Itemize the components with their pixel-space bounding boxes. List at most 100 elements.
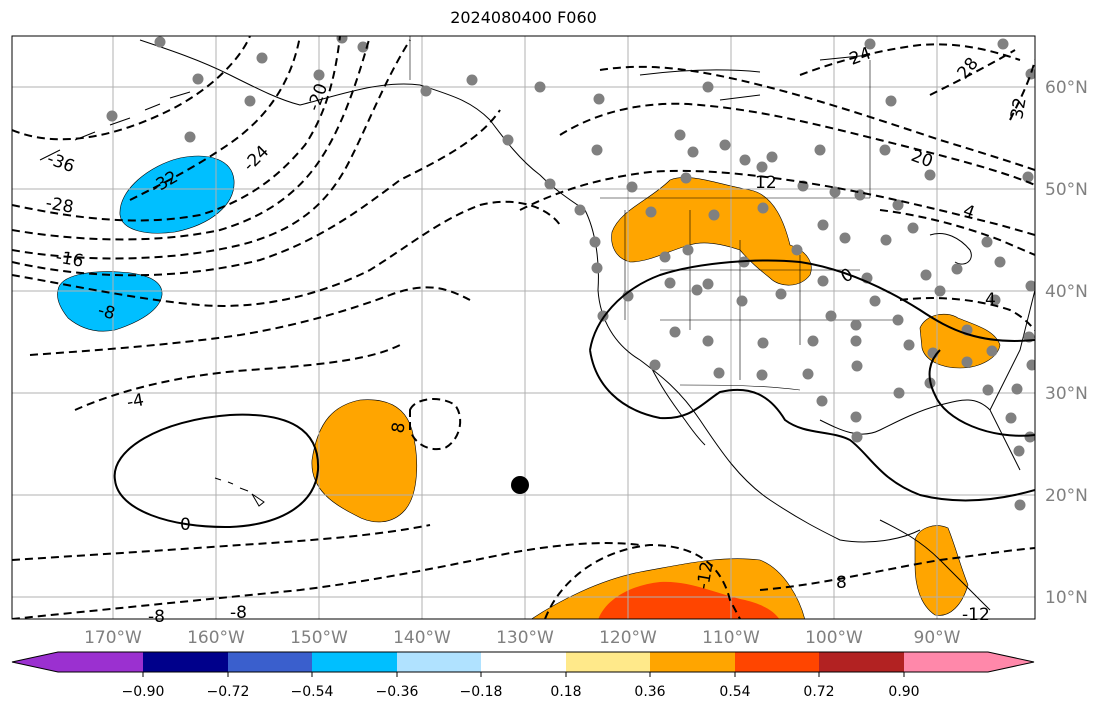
alaska-coast	[139, 39, 586, 211]
contour-twentyfour-north	[799, 43, 1021, 76]
lat-label: 50°N	[1045, 180, 1088, 200]
colorbar-outline	[11, 651, 1035, 673]
lat-label: 10°N	[1045, 588, 1088, 608]
colorbar-tick-label: −0.36	[376, 684, 419, 700]
lon-label: 90°W	[914, 628, 961, 648]
contour-minus-16	[12, 109, 501, 277]
contour-sixteen-north	[559, 102, 1035, 186]
contour-label: 4	[985, 290, 996, 310]
contour-minus-12-bottom	[544, 543, 741, 619]
contour-label: 0	[180, 515, 191, 535]
contour-label: -8	[230, 603, 247, 623]
colorbar-segment	[735, 652, 819, 672]
contour-zero-usa	[589, 259, 1035, 502]
map-area	[12, 36, 1035, 619]
contour-four-east	[899, 297, 1035, 331]
colorbar-segment	[312, 652, 397, 672]
contour-label: -8	[96, 301, 118, 325]
contour-minus-28	[12, 36, 341, 222]
contour-twenty-north	[599, 65, 1035, 171]
lon-label: 130°W	[496, 628, 554, 648]
colorbar-min-extend	[12, 652, 58, 672]
lon-label: 170°W	[84, 628, 142, 648]
contour-lines-dashed	[12, 36, 1035, 619]
colorbar-tick-label: 0.18	[550, 684, 581, 700]
lon-label: 140°W	[393, 628, 451, 648]
contour-label: -8	[148, 607, 165, 627]
colorbar-tick-label: 0.36	[634, 684, 665, 700]
map-border	[11, 35, 1036, 620]
colorbar-max-extend	[988, 652, 1034, 672]
contour-label: -4	[125, 390, 145, 413]
gridlines	[12, 36, 1035, 619]
contour-label: -12	[693, 560, 718, 591]
contour-minus-8	[29, 286, 471, 356]
aleutian-islands	[39, 91, 191, 161]
contour-eight-right	[759, 547, 1035, 591]
colorbar-segment	[819, 652, 904, 672]
political-borders	[409, 36, 900, 391]
contour-label: -12	[962, 605, 990, 625]
colorbar: −0.90 −0.72 −0.54 −0.36 −0.18 0.18 0.36 …	[11, 651, 1035, 700]
great-lakes	[929, 233, 972, 265]
contour-label: 8	[388, 421, 410, 435]
contour-minus-24	[12, 36, 371, 241]
contour-minus-32	[129, 36, 301, 201]
lat-label: 20°N	[1045, 486, 1088, 506]
contour-minus-20	[12, 39, 411, 260]
station-markers	[106, 36, 1035, 511]
contour-zero-hawaii	[113, 413, 320, 529]
hawaii-islands	[214, 477, 265, 507]
lat-label: 60°N	[1045, 78, 1088, 98]
lon-label: 150°W	[290, 628, 348, 648]
contour-label: 8	[836, 573, 847, 593]
contour-minus-36	[12, 36, 251, 141]
colorbar-tick-label: 0.90	[888, 684, 919, 700]
colorbar-segment	[566, 652, 650, 672]
contour-thirtytwo-north	[1009, 59, 1035, 121]
west-coast	[584, 209, 921, 543]
hudson-bay-coast	[639, 54, 871, 101]
contour-twelve-north	[519, 169, 1035, 236]
contour-minus-4-bottom	[12, 524, 431, 561]
colorbar-segment	[397, 652, 481, 672]
colorbar-segment	[650, 652, 735, 672]
lat-label: 40°N	[1045, 282, 1088, 302]
colorbar-tick-label: 0.72	[803, 684, 834, 700]
positive-region-hawaii-east	[311, 399, 418, 523]
contour-minus-8-bottom	[12, 542, 641, 619]
lon-label: 110°W	[702, 628, 760, 648]
negative-region-pacific	[57, 271, 163, 332]
colorbar-tick-label: −0.54	[291, 684, 334, 700]
longitude-labels: 170°W 160°W 150°W 140°W 130°W 120°W 110°…	[84, 628, 961, 648]
lon-label: 160°W	[187, 628, 245, 648]
colorbar-tick-label: −0.72	[207, 684, 250, 700]
contour-label: -16	[54, 247, 85, 272]
positive-region-southeast	[919, 313, 1001, 369]
colorbar-tick-label: −0.18	[460, 684, 503, 700]
latitude-labels: 60°N 50°N 40°N 30°N 20°N 10°N	[1045, 78, 1088, 608]
contour-label: 12	[755, 173, 777, 193]
colorbar-segment	[143, 652, 228, 672]
contour-lines	[113, 259, 1035, 529]
storm-center-marker	[511, 476, 529, 494]
lat-label: 30°N	[1045, 384, 1088, 404]
contour-eight-east	[879, 209, 1035, 256]
lon-label: 100°W	[805, 628, 863, 648]
negative-region-alaska	[119, 155, 235, 234]
colorbar-tick-label: −0.90	[122, 684, 165, 700]
colorbar-segment	[481, 652, 566, 672]
anomaly-shading	[57, 155, 1001, 619]
colorbar-segment	[228, 652, 312, 672]
map-title: 2024080400 F060	[450, 8, 597, 27]
baja-california	[649, 364, 706, 446]
lon-label: 120°W	[599, 628, 657, 648]
contour-label: -28	[44, 193, 75, 218]
contour-label: 32	[1007, 96, 1030, 121]
contour-minus-12-left	[12, 200, 561, 307]
east-coast	[989, 289, 1035, 411]
colorbar-segment	[904, 652, 988, 672]
colorbar-tick-label: 0.54	[719, 684, 750, 700]
colorbar-segment	[58, 652, 143, 672]
